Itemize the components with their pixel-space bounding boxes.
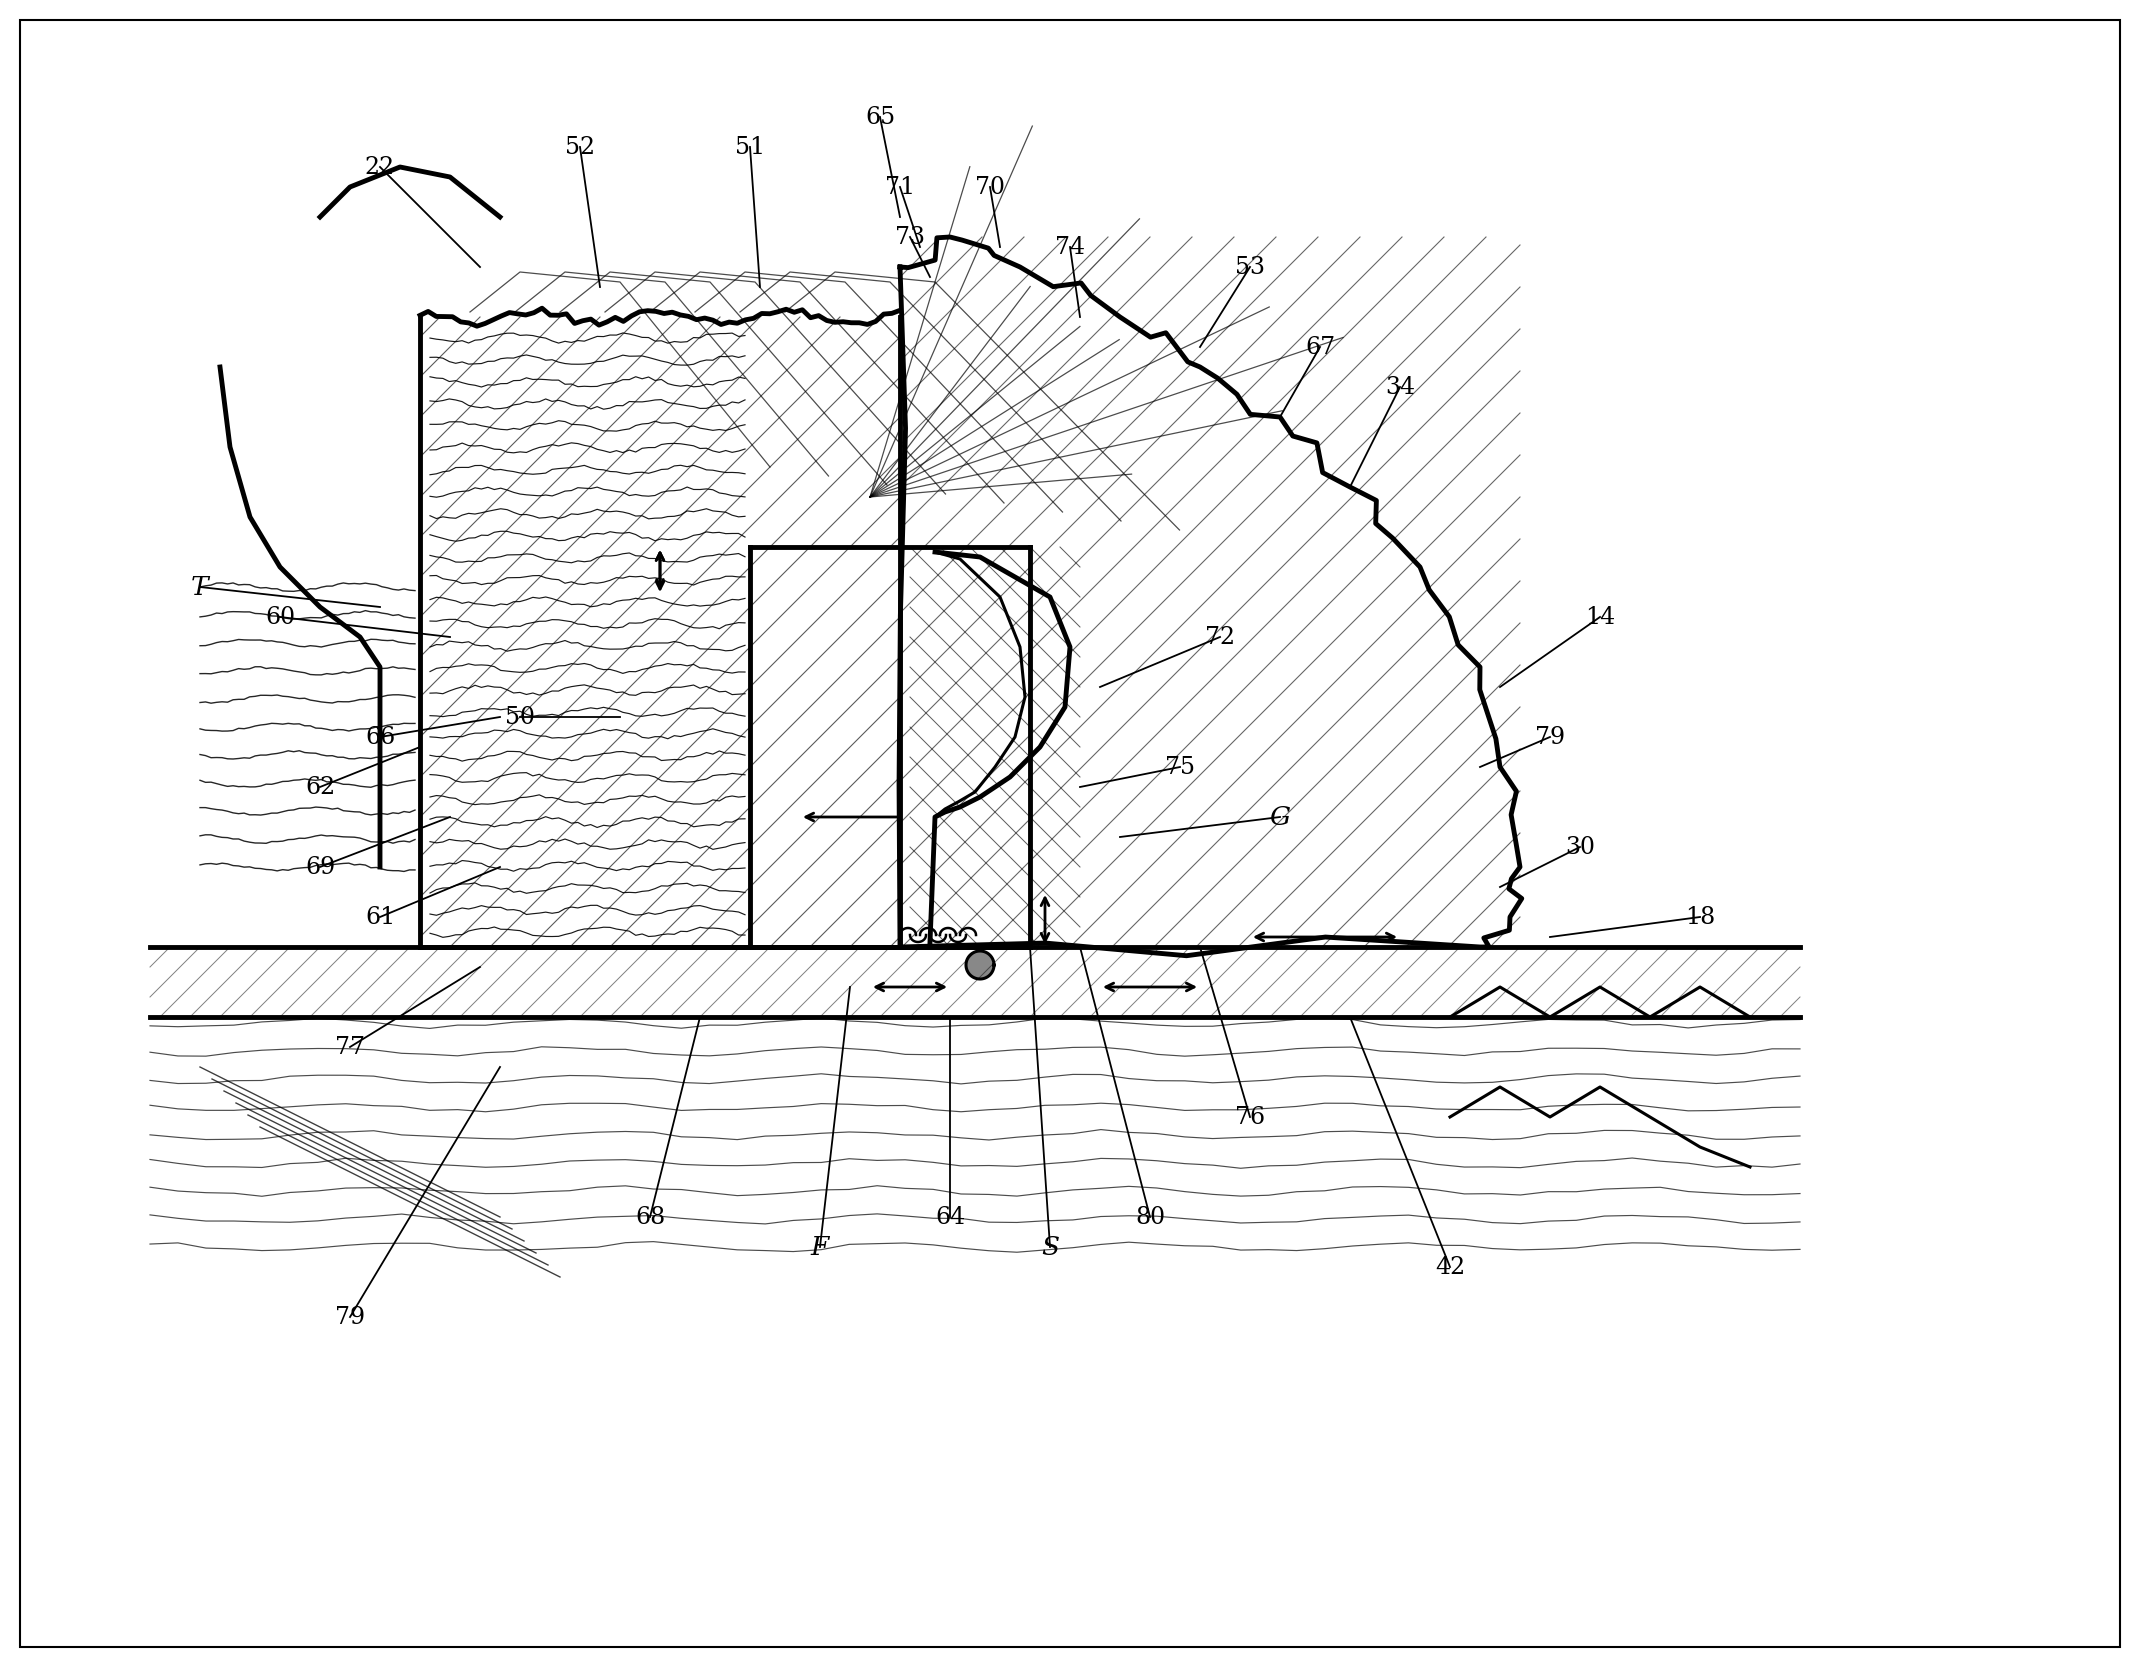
Text: G: G bbox=[1269, 805, 1290, 830]
Text: 34: 34 bbox=[1385, 375, 1415, 398]
Text: T: T bbox=[190, 575, 210, 600]
Text: 14: 14 bbox=[1586, 605, 1616, 628]
Text: 62: 62 bbox=[304, 775, 336, 798]
Text: 52: 52 bbox=[565, 135, 595, 158]
Text: 61: 61 bbox=[366, 905, 396, 929]
Text: 65: 65 bbox=[865, 105, 895, 128]
Text: 42: 42 bbox=[1436, 1255, 1466, 1279]
Text: 18: 18 bbox=[1684, 905, 1714, 929]
Text: 67: 67 bbox=[1305, 335, 1335, 358]
Text: 51: 51 bbox=[734, 135, 766, 158]
Text: 70: 70 bbox=[976, 175, 1006, 198]
Text: 22: 22 bbox=[366, 155, 396, 178]
Text: S: S bbox=[1040, 1235, 1059, 1260]
Text: 53: 53 bbox=[1235, 255, 1265, 278]
Text: 73: 73 bbox=[895, 225, 924, 248]
Text: 72: 72 bbox=[1205, 625, 1235, 648]
Text: 76: 76 bbox=[1235, 1105, 1265, 1129]
Text: 79: 79 bbox=[336, 1305, 366, 1329]
Text: 75: 75 bbox=[1164, 755, 1194, 778]
Text: 68: 68 bbox=[636, 1205, 666, 1229]
Text: 66: 66 bbox=[366, 725, 396, 748]
Text: 79: 79 bbox=[1534, 725, 1564, 748]
Text: 74: 74 bbox=[1055, 235, 1085, 258]
Text: 71: 71 bbox=[886, 175, 916, 198]
Text: 77: 77 bbox=[336, 1035, 366, 1059]
Text: 60: 60 bbox=[265, 605, 295, 628]
Text: 80: 80 bbox=[1134, 1205, 1164, 1229]
Text: F: F bbox=[811, 1235, 828, 1260]
Text: 30: 30 bbox=[1564, 835, 1594, 859]
Polygon shape bbox=[965, 950, 993, 979]
Text: 64: 64 bbox=[935, 1205, 965, 1229]
Text: 50: 50 bbox=[505, 705, 535, 728]
Text: 69: 69 bbox=[304, 855, 336, 879]
